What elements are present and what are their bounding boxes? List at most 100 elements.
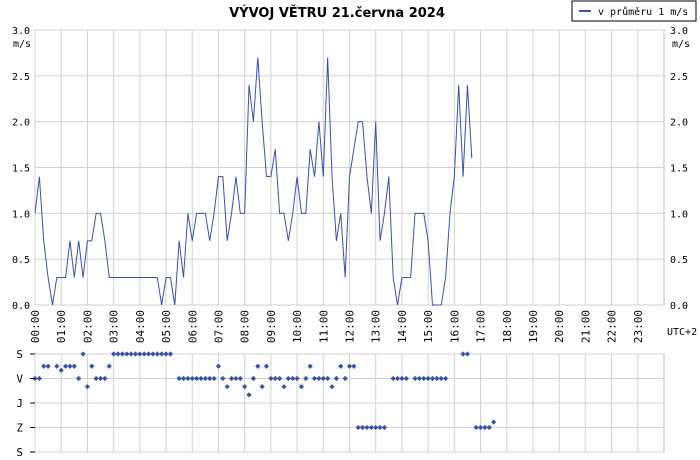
direction-point [403,375,409,382]
x-tick-label: 12:00 [344,310,357,343]
direction-point [381,424,388,431]
speed-y-axis-left: 0.0 0.5 1.0 1.5 2.0 2.5 3.0 [12,26,30,312]
direction-point [97,375,104,382]
direction-point [438,375,444,382]
direction-point [58,367,64,373]
direction-point [303,375,309,382]
direction-point [132,351,139,357]
direction-point [102,375,108,382]
direction-tick-label: V [16,373,23,386]
direction-point [486,424,492,431]
x-tick-label: 22:00 [606,310,619,343]
x-tick-label: 11:00 [317,310,330,343]
direction-tick-label: S [16,446,23,459]
chart-title: VÝVOJ VĚTRU 21.června 2024 [229,5,445,21]
direction-point [41,363,47,369]
x-tick-label: 06:00 [186,310,199,343]
y-tick-label: 3.0 [12,26,30,37]
direction-point [185,375,191,382]
direction-point [355,424,361,431]
direction-point [80,351,86,357]
direction-point [338,363,344,369]
legend-label: v průměru 1 m/s [598,6,688,18]
direction-point [189,375,195,382]
x-tick-label: 15:00 [422,310,435,343]
direction-point [342,375,348,382]
direction-point [429,375,436,382]
direction-point [333,375,339,382]
y-tick-label: 2.0 [670,118,688,129]
x-tick-label: 04:00 [134,310,147,343]
direction-point [482,424,488,431]
x-tick-label: 18:00 [501,310,514,343]
direction-point [228,375,235,382]
direction-point [255,363,261,369]
direction-point [477,424,484,431]
y-tick-label: 1.0 [670,209,688,220]
direction-point [45,363,51,369]
direction-point [115,351,121,357]
direction-point [106,363,112,369]
y-tick-label: 1.0 [12,209,30,220]
direction-point [263,363,270,369]
time-x-axis: 00:00 01:00 02:00 03:00 04:00 05:00 06:00 07:00… [29,310,645,343]
direction-point [434,375,440,382]
direction-tick-label: S [16,348,23,361]
direction-point [399,375,405,382]
direction-point [76,375,82,382]
direction-point [346,363,353,369]
direction-point [150,351,156,357]
x-tick-label: 01:00 [55,310,68,343]
direction-point [351,363,357,369]
x-tick-label: 19:00 [527,310,540,343]
x-tick-label: 09:00 [265,310,278,343]
direction-point [111,351,117,357]
y-unit-left: m/s [13,39,31,50]
direction-point [246,392,252,398]
x-tick-label: 14:00 [396,310,409,343]
x-tick-label: 13:00 [370,310,383,343]
y-unit-right: m/s [672,39,690,50]
direction-point [36,375,42,382]
direction-point [368,424,374,431]
y-tick-label: 1.5 [12,164,30,175]
direction-point [416,375,422,382]
direction-point [294,375,300,382]
legend: v průměru 1 m/s [571,0,697,22]
direction-point [141,351,147,357]
direction-point [176,375,182,382]
direction-point [67,363,73,369]
x-tick-label: 23:00 [632,310,645,343]
speed-y-axis-right: 0.0 0.5 1.0 1.5 2.0 2.5 3.0 [670,26,688,312]
x-tick-label: 17:00 [475,310,488,343]
direction-tick-label: Z [16,422,23,435]
x-tick-label: 08:00 [239,310,252,343]
direction-point [89,363,95,369]
direction-point [316,375,322,382]
direction-tick-label: J [16,397,23,410]
direction-point [272,375,278,382]
timezone-label: UTC+2 [667,327,697,338]
direction-point [54,363,60,369]
y-tick-label: 2.5 [12,72,30,83]
x-tick-label: 21:00 [579,310,592,343]
direction-point [425,375,431,382]
direction-point [360,424,366,431]
direction-series [32,351,497,431]
x-tick-label: 02:00 [81,310,94,343]
direction-point [307,363,313,369]
direction-point [233,375,239,382]
direction-point [394,375,401,382]
direction-point [298,384,305,390]
direction-point [290,375,296,382]
direction-point [159,351,165,357]
direction-point [364,424,370,431]
direction-point [390,375,396,382]
direction-point [180,375,187,382]
direction-point [285,375,291,382]
direction-point [220,375,226,382]
direction-point [167,351,174,357]
y-tick-label: 0.5 [12,255,30,266]
x-tick-label: 00:00 [29,310,42,343]
